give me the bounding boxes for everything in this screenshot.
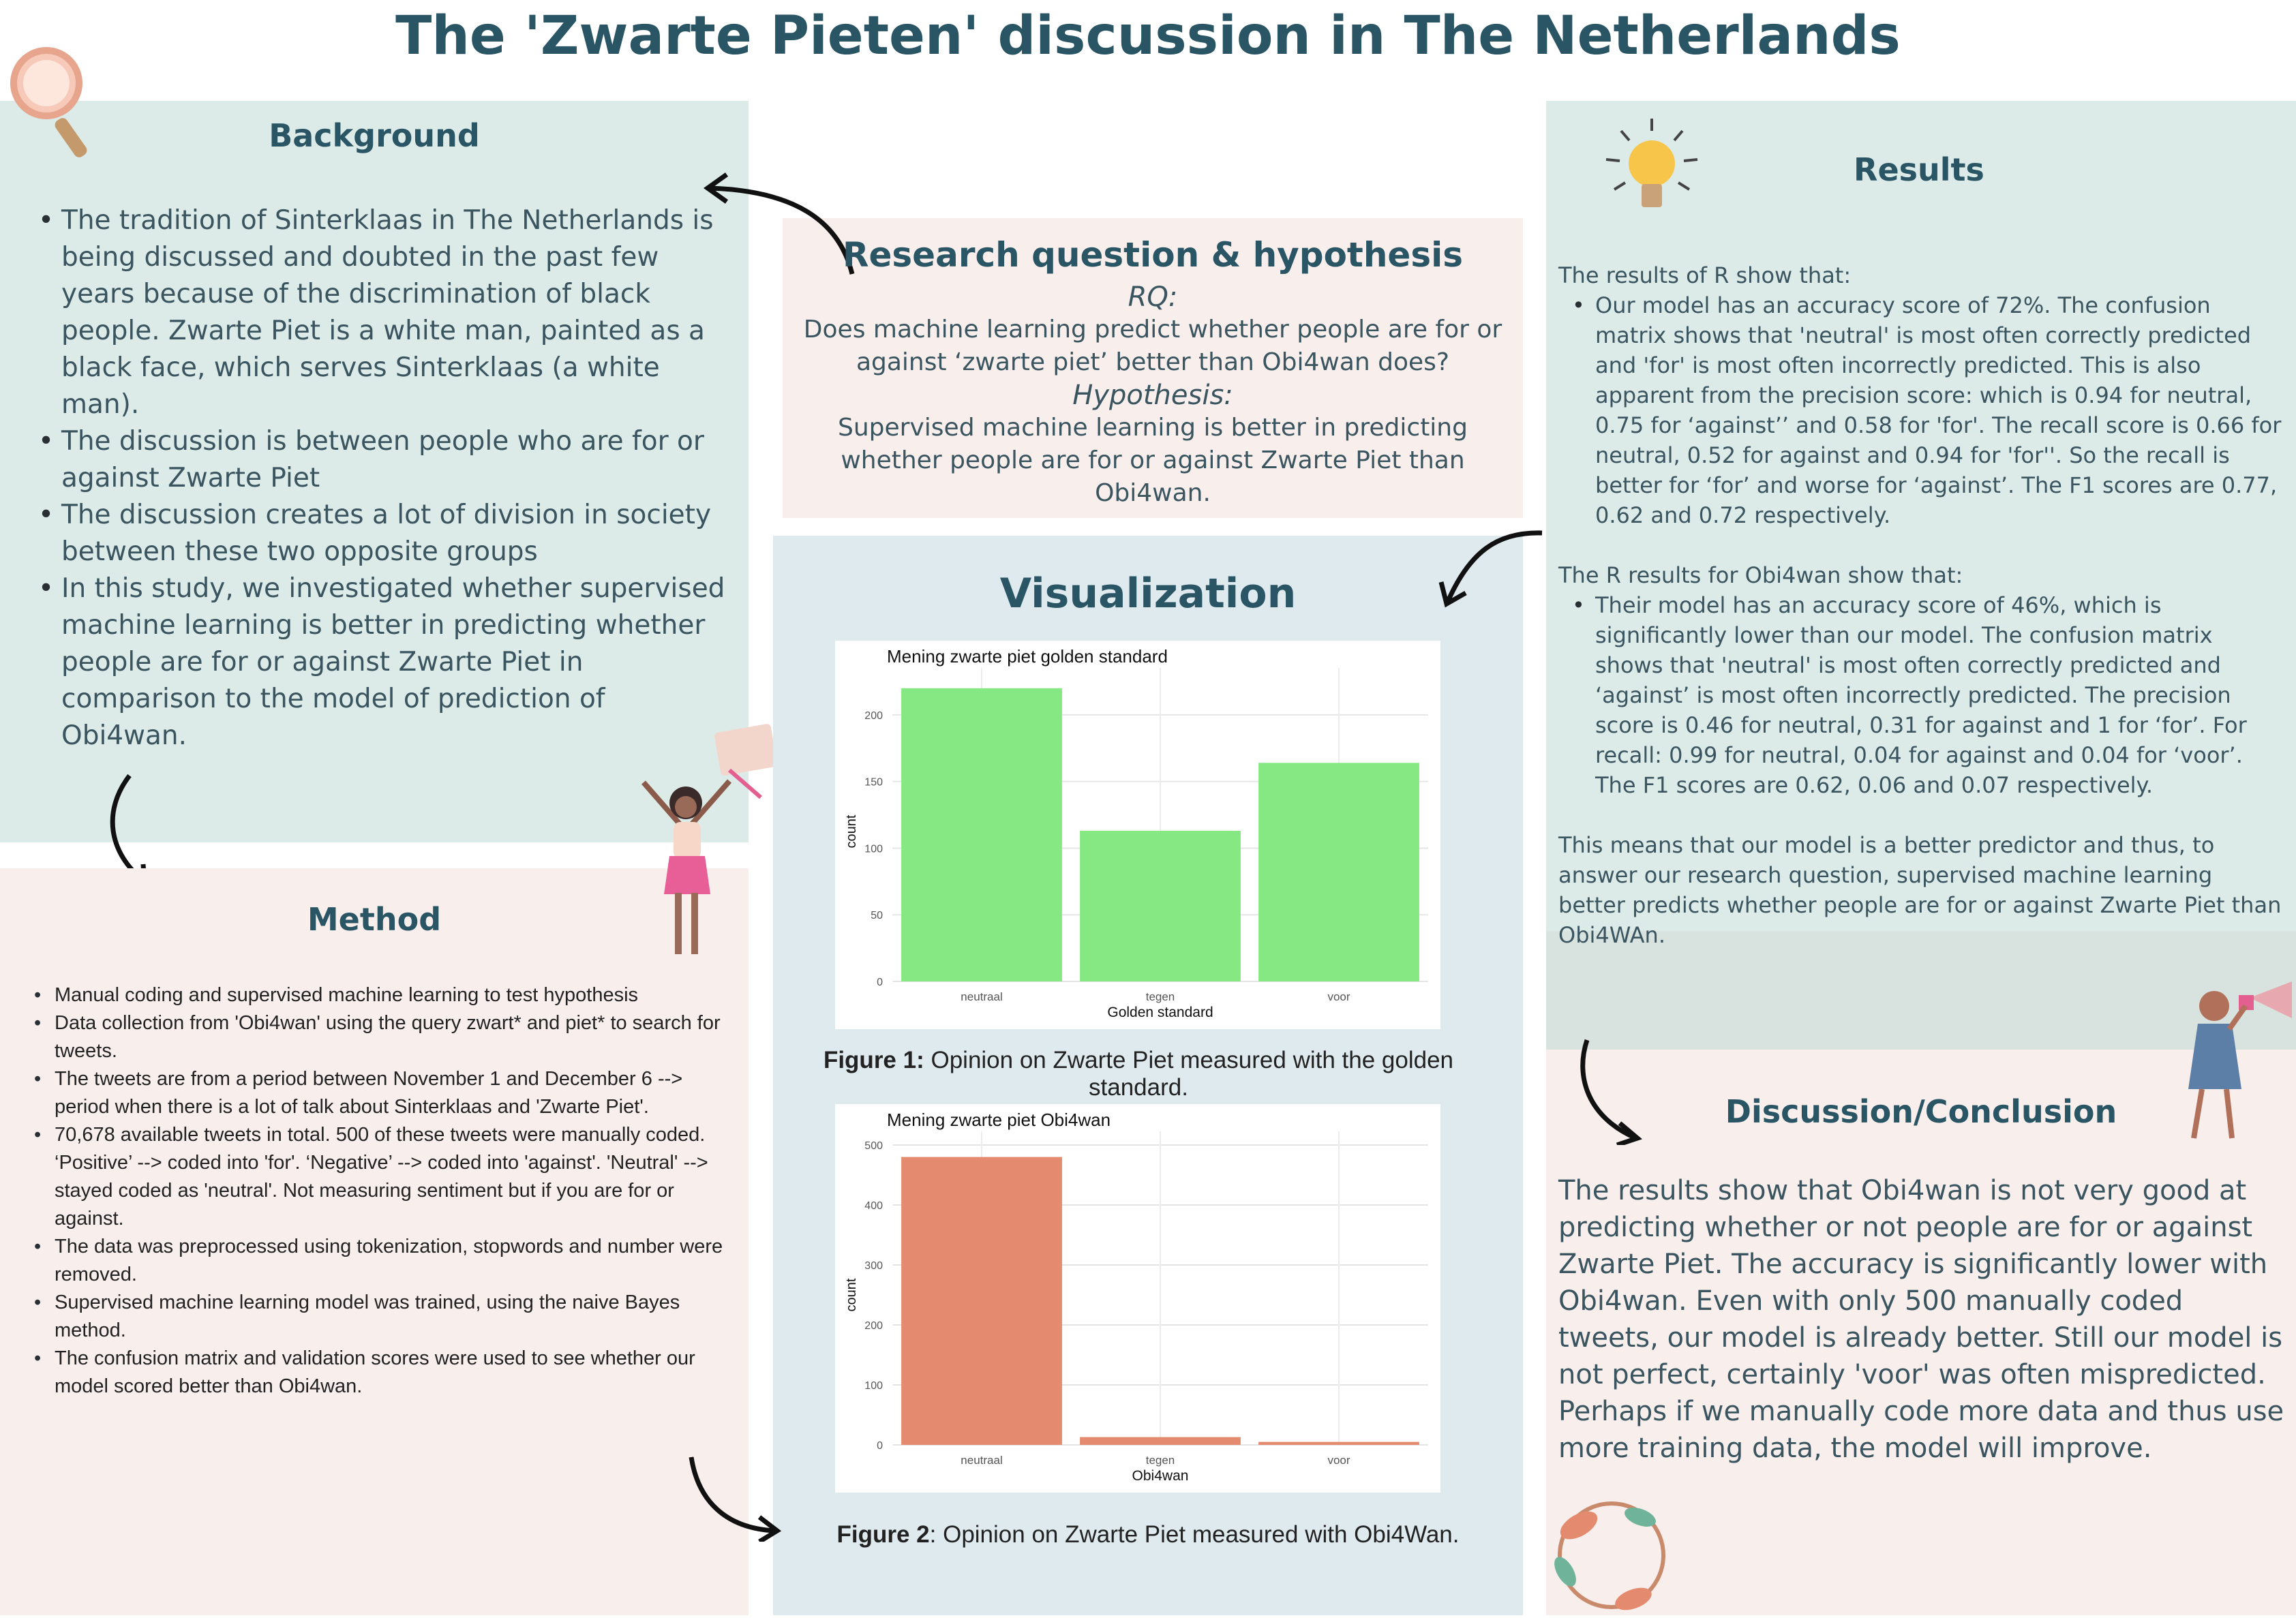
chart-golden-standard: Mening zwarte piet golden standard 0 50 100… (835, 641, 1440, 1029)
results-heading: Results (1854, 151, 1984, 188)
results-item-ours: Our model has an accuracy score of 72%. … (1572, 290, 2285, 530)
visualization-heading: Visualization (999, 570, 1297, 617)
bar (1080, 831, 1241, 981)
method-item: Manual coding and supervised machine lea… (34, 981, 736, 1009)
floral-wreath-illustration (1538, 1490, 1674, 1615)
results-list-obi4wan: Their model has an accuracy score of 46%… (1558, 590, 2285, 800)
woman-with-sign-illustration (627, 722, 791, 961)
bar (901, 1157, 1062, 1445)
hypothesis-text: Supervised machine learning is better in… (838, 414, 1468, 507)
research-panel (783, 218, 1523, 518)
y-tick-label: 150 (864, 777, 883, 789)
page-title: The 'Zwarte Pieten' discussion in The Ne… (395, 5, 1901, 67)
y-tick-label: 100 (864, 1380, 883, 1392)
y-tick-label: 200 (864, 710, 883, 722)
bar (1258, 1441, 1419, 1445)
research-body: RQ: Does machine learning predict whethe… (796, 281, 1509, 510)
x-tick-label: neutraal (961, 990, 1002, 1003)
results-intro-ours: The results of R show that: (1558, 262, 1852, 288)
y-tick-label: 0 (877, 977, 883, 988)
x-tick-label: neutraal (961, 1454, 1002, 1467)
woman-with-megaphone-illustration (2161, 975, 2296, 1145)
rq-label: RQ: (1128, 281, 1178, 313)
figure1-caption: Figure 1: Opinion on Zwarte Piet measure… (798, 1047, 1479, 1101)
rq-text: Does machine learning predict whether pe… (803, 316, 1502, 376)
y-tick-label: 500 (864, 1140, 883, 1152)
curved-arrow-icon (1436, 525, 1545, 613)
figure1-text: Opinion on Zwarte Piet measured with the… (924, 1047, 1454, 1101)
results-panel-footer (1546, 931, 2296, 1050)
chart-title: Mening zwarte piet golden standard (887, 646, 1168, 667)
background-item: In this study, we investigated whether s… (38, 570, 736, 754)
results-item-obi4wan: Their model has an accuracy score of 46%… (1572, 590, 2285, 800)
background-item: The tradition of Sinterklaas in The Neth… (38, 202, 736, 423)
bar (1258, 763, 1419, 981)
x-tick-label: tegen (1146, 990, 1175, 1003)
y-tick-label: 100 (864, 843, 883, 855)
figure2-text: : Opinion on Zwarte Piet measured with O… (929, 1521, 1460, 1548)
chart-obi4wan-svg: Mening zwarte piet Obi4wan 0 100 200 300 400 5… (844, 1110, 1428, 1484)
method-item: The tweets are from a period between Nov… (34, 1065, 736, 1121)
y-tick-label: 200 (864, 1320, 883, 1332)
x-tick-label: voor (1327, 990, 1350, 1003)
x-axis-label: Obi4wan (1132, 1468, 1189, 1484)
bar (901, 688, 1062, 981)
y-tick-label: 300 (864, 1260, 883, 1272)
curved-arrow-icon (695, 170, 859, 279)
lightbulb-icon (1601, 116, 1703, 232)
background-list: The tradition of Sinterklaas in The Neth… (38, 202, 736, 754)
method-heading: Method (307, 901, 442, 938)
figure1-label: Figure 1: (823, 1047, 924, 1073)
background-item: The discussion is between people who are… (38, 423, 736, 497)
y-axis-label: count (844, 1278, 859, 1311)
discussion-heading: Discussion/Conclusion (1725, 1093, 2117, 1130)
results-list-ours: Our model has an accuracy score of 72%. … (1558, 290, 2285, 530)
results-intro-obi4wan: The R results for Obi4wan show that: (1558, 562, 1963, 588)
results-conclusion: This means that our model is a better pr… (1558, 832, 2282, 948)
x-axis-label: Golden standard (1107, 1005, 1213, 1020)
background-heading: Background (269, 117, 480, 154)
figure2-caption: Figure 2: Opinion on Zwarte Piet measure… (773, 1521, 1523, 1548)
discussion-panel (1546, 1050, 2296, 1615)
method-list: Manual coding and supervised machine lea… (34, 981, 736, 1401)
method-item: 70,678 available tweets in total. 500 of… (34, 1121, 736, 1233)
y-tick-label: 400 (864, 1200, 883, 1212)
y-tick-label: 50 (871, 910, 883, 921)
method-item: Data collection from 'Obi4wan' using the… (34, 1009, 736, 1065)
x-tick-label: tegen (1146, 1454, 1175, 1467)
results-body: The results of R show that: Our model ha… (1558, 260, 2285, 950)
figure2-label: Figure 2 (836, 1521, 930, 1548)
background-item: The discussion creates a lot of division… (38, 497, 736, 570)
magnifier-icon (5, 42, 101, 165)
method-item: Supervised machine learning model was tr… (34, 1289, 736, 1345)
hypothesis-label: Hypothesis: (1072, 380, 1233, 411)
x-tick-label: voor (1327, 1454, 1350, 1467)
y-axis-label: count (844, 814, 859, 848)
discussion-text: The results show that Obi4wan is not ver… (1558, 1175, 2284, 1464)
research-heading: Research question & hypothesis (843, 235, 1463, 275)
method-item: The confusion matrix and validation scor… (34, 1345, 736, 1401)
y-tick-label: 0 (877, 1440, 883, 1452)
chart-title: Mening zwarte piet Obi4wan (887, 1110, 1111, 1130)
chart-obi4wan: Mening zwarte piet Obi4wan 0 100 200 300 400 5… (835, 1104, 1440, 1493)
method-item: The data was preprocessed using tokeniza… (34, 1233, 736, 1289)
curved-arrow-icon (1568, 1036, 1650, 1148)
bar (1080, 1437, 1241, 1445)
chart-golden-standard-svg: Mening zwarte piet golden standard 0 50 100… (844, 646, 1428, 1020)
curved-arrow-icon (684, 1453, 787, 1544)
